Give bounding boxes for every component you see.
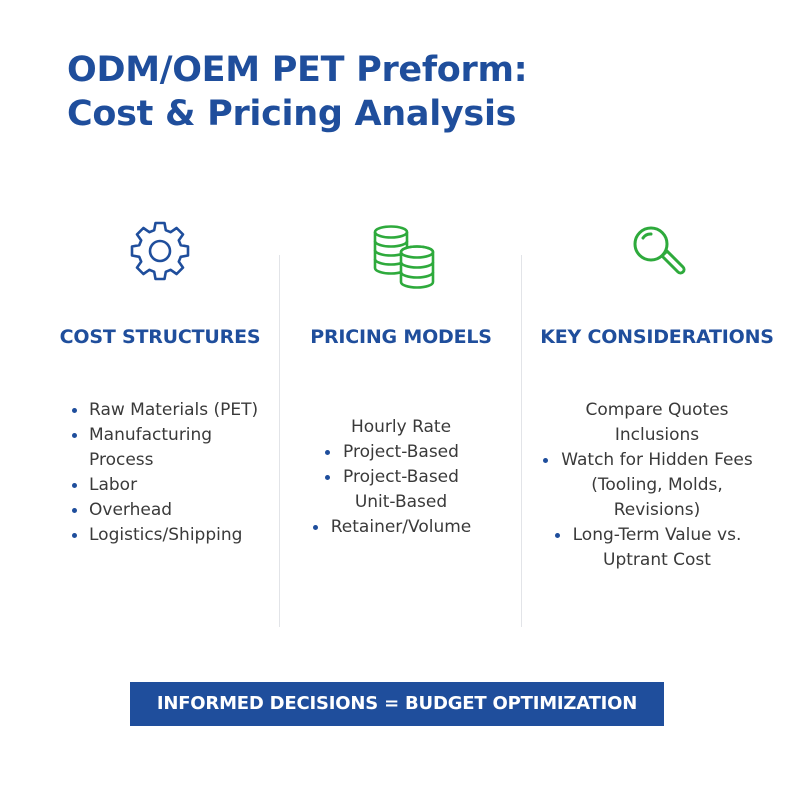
list-item: Logistics/Shipping <box>71 523 258 548</box>
title-line-2: Cost & Pricing Analysis <box>67 94 517 134</box>
list-item: Retainer/Volume <box>281 515 521 540</box>
list-item: Uptrant Cost <box>522 548 792 573</box>
list-item: Watch for Hidden Fees <box>522 448 792 473</box>
column-heading: COST STRUCTURES <box>59 326 261 348</box>
coins-icon <box>361 210 441 290</box>
page-title: ODM/OEM PET Preform: Cost & Pricing Anal… <box>67 48 528 136</box>
gear-icon <box>120 210 200 290</box>
list-item-text: Watch for Hidden Fees <box>543 448 753 473</box>
list-item-text: (Tooling, Molds, <box>591 475 723 495</box>
key-considerations-list: Compare Quotes Inclusions Watch for Hidd… <box>522 398 792 573</box>
column-divider <box>521 255 522 627</box>
list-item-text: Project-Based <box>325 440 459 465</box>
list-item: Unit-Based <box>281 490 521 515</box>
cost-structures-list: Raw Materials (PET) Manufacturing Proces… <box>71 398 258 548</box>
list-item: (Tooling, Molds, <box>522 473 792 498</box>
list-item: Process <box>89 450 154 470</box>
list-item: Long-Term Value vs. <box>522 523 792 548</box>
summary-banner: INFORMED DECISIONS = BUDGET OPTIMIZATION <box>130 682 664 726</box>
pricing-models-list: Hourly Rate Project-Based Project-Based … <box>281 415 521 540</box>
list-item-text: Project-Based <box>325 465 459 490</box>
list-item: Labor <box>71 473 258 498</box>
title-line-1: ODM/OEM PET Preform: <box>67 50 528 90</box>
list-item-text: Compare Quotes <box>585 400 729 420</box>
column-divider <box>279 255 280 627</box>
list-item-text: Long-Term Value vs. <box>554 523 741 548</box>
list-item-text: Uptrant Cost <box>603 550 711 570</box>
list-item-text: Revisions) <box>613 500 701 520</box>
list-item-text: Inclusions <box>614 425 700 445</box>
magnifier-icon <box>617 210 697 290</box>
list-item-text: Hourly Rate <box>350 417 452 437</box>
list-item-text: Unit-Based <box>354 492 448 512</box>
list-item: Revisions) <box>522 498 792 523</box>
list-item: Overhead <box>71 498 258 523</box>
list-item: Inclusions <box>522 423 792 448</box>
list-item: Manufacturing <box>71 423 258 448</box>
list-item: Project-Based <box>281 465 521 490</box>
list-item: Raw Materials (PET) <box>71 398 258 423</box>
column-heading: PRICING MODELS <box>310 326 492 348</box>
list-item: Project-Based <box>281 440 521 465</box>
list-item: Hourly Rate <box>281 415 521 440</box>
list-item: Compare Quotes <box>522 398 792 423</box>
column-heading: KEY CONSIDERATIONS <box>540 326 774 348</box>
list-item-text: Retainer/Volume <box>312 515 471 540</box>
